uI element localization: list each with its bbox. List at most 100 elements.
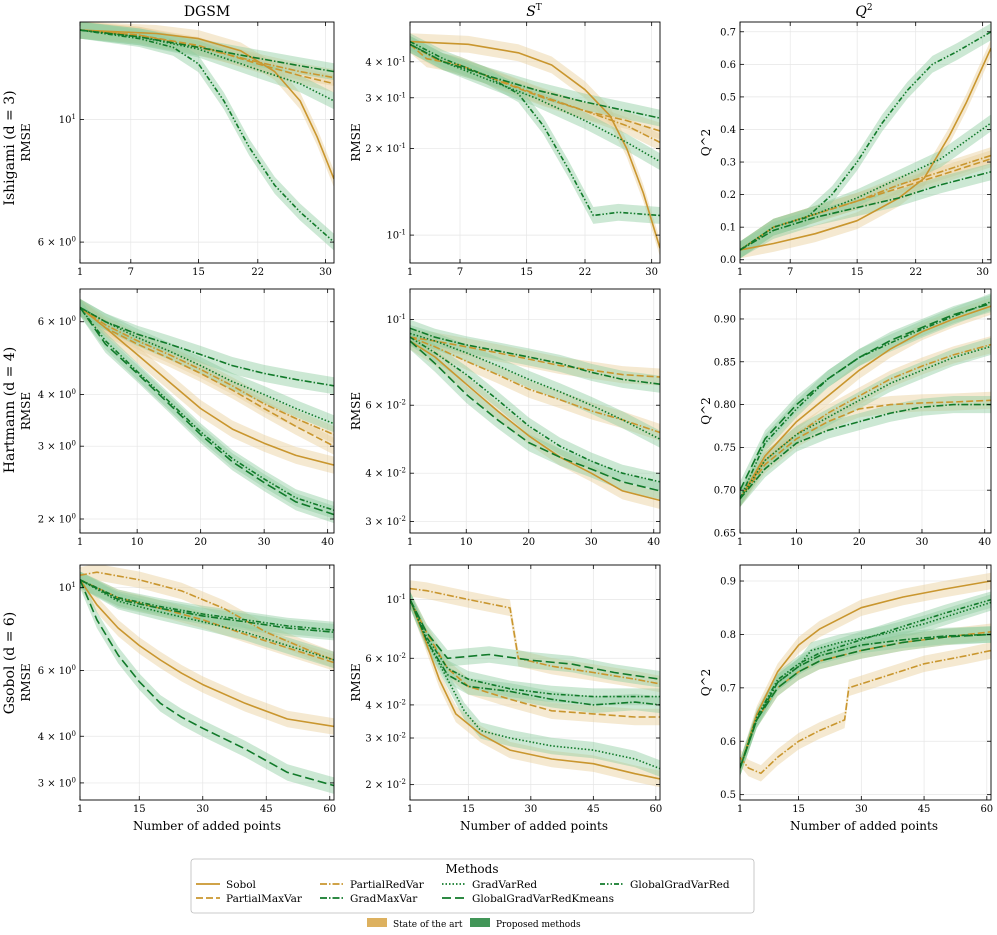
x-tick-label: 1 [737,267,743,278]
series-globalgradvarred [80,306,334,511]
series-globalgradvarred [740,598,991,769]
band-sobol [740,572,991,777]
series-globalgradvarredkmeans [740,302,991,491]
y-axis-label: RMSE [349,663,363,701]
row-label-gsobol: Gsobol (d = 6) [2,612,18,715]
x-tick-label: 15 [192,267,205,278]
y-tick-label: 2 × 10-1 [365,142,406,155]
band-sobol [740,297,991,508]
x-tick-label: 15 [520,267,533,278]
band-globalgradvarredkmeans [80,298,334,524]
series-partialmaxvar [410,43,660,132]
band-gradvarred [740,337,991,508]
y-tick-label: 0.1 [720,223,736,234]
series-globalgradvarred [410,336,660,483]
series-gradmaxvar [410,327,660,385]
series-partialredvar [410,43,660,144]
series-globalgradvarred [740,31,991,251]
series-gradmaxvar [740,633,991,769]
y-tick-label: 0.6 [720,737,736,748]
y-tick-label: 0.85 [714,357,736,368]
series-gradvarred [80,579,334,661]
legend-label-sobol: Sobol [226,879,257,891]
series-sobol [740,305,991,500]
series-gradvarred [410,332,660,440]
x-tick-label: 30 [585,537,598,548]
series-partialmaxvar [740,399,991,500]
series-sobol [740,580,991,769]
y-tick-label: 0.6 [720,60,736,71]
series-gradmaxvar [80,29,334,73]
series-partialredvar [740,154,991,251]
band-partialredvar [740,642,991,782]
panel-hartmann-q2: 1 10 20 30 40 0.65 0.70 0.75 0.80 0.85 0.90 Q^2 [699,288,992,548]
group-swatch-proposed [470,918,490,927]
series-sobol [410,340,660,502]
column-title-q2: Q2 [855,3,872,20]
x-tick-label: 20 [194,537,207,548]
y-tick-label: 0.65 [714,529,736,540]
x-tick-label: 1 [737,537,743,548]
y-tick-label: 101 [59,113,76,126]
x-axis-label-q2: Number of added points [790,819,938,833]
x-axis-label-dgsm: Number of added points [133,819,281,833]
band-gradmaxvar [410,591,660,714]
x-tick-label: 1 [77,267,83,278]
series-partialredvar [410,587,660,685]
legend-box [190,858,755,914]
series-gradvarred [80,29,334,102]
y-tick-label: 6 × 100 [38,664,76,677]
band-partialredvar [410,580,660,693]
axes-frame [79,21,335,264]
y-tick-label: 4 × 100 [38,388,76,401]
y-tick-label: 4 × 100 [38,730,76,743]
series-gradmaxvar [740,403,991,500]
axes-frame [739,564,992,801]
series-sobol [80,579,334,728]
panel-ishigami-q2: 1 7 15 22 30 0.0 0.1 0.2 0.3 0.4 0.5 0.6 0.7 Q^2 [699,21,992,278]
x-tick-label: 20 [522,537,535,548]
series-partialredvar [80,306,334,436]
y-tick-label: 0.75 [714,443,736,454]
y-tick-label: 0.90 [714,314,736,325]
band-globalgradvarred [410,591,660,705]
band-partialredvar [740,336,991,508]
y-tick-label: 2 × 100 [38,513,76,526]
series-partialmaxvar [410,336,660,378]
x-tick-label: 45 [260,804,273,815]
series-gradvarred [740,122,991,251]
y-axis-label: RMSE [19,123,33,161]
series-gradmaxvar [80,579,334,633]
x-tick-label: 30 [645,267,658,278]
x-tick-label: 30 [258,537,271,548]
axes-frame [79,564,335,801]
y-tick-label: 6 × 100 [38,236,76,249]
x-tick-label: 22 [579,267,592,278]
x-tick-label: 20 [853,537,866,548]
series-globalgradvarred [80,29,334,243]
y-axis-label: Q^2 [699,397,713,425]
legend-label-gradmaxvar: GradMaxVar [350,893,418,905]
x-tick-label: 40 [978,537,991,548]
band-sobol [80,298,334,474]
y-tick-label: 0.5 [720,92,736,103]
band-gradvarred [80,298,334,433]
x-tick-label: 7 [787,267,793,278]
band-globalgradvarred [740,23,991,259]
y-tick-label: 0.3 [720,158,736,169]
x-axis-label-st: Number of added points [460,819,608,833]
y-tick-label: 3 × 10-1 [365,91,406,104]
series-gradmaxvar [410,599,660,706]
legend-label-partialmaxvar: PartialMaxVar [226,893,303,905]
y-tick-label: 3 × 100 [38,440,76,453]
band-globalgradvarred [740,591,991,777]
band-gradvarred [740,114,991,259]
column-title-dgsm: DGSM [184,4,230,20]
series-gradvarred [410,599,660,770]
group-label-state-of-art: State of the art [393,920,463,930]
legend: Methods Sobol PartialMaxVar PartialRedVa… [190,858,755,914]
x-tick-label: 30 [976,267,989,278]
series-sobol [80,306,334,466]
y-axis-label: Q^2 [699,129,713,157]
y-tick-label: 6 × 10-2 [365,652,406,665]
